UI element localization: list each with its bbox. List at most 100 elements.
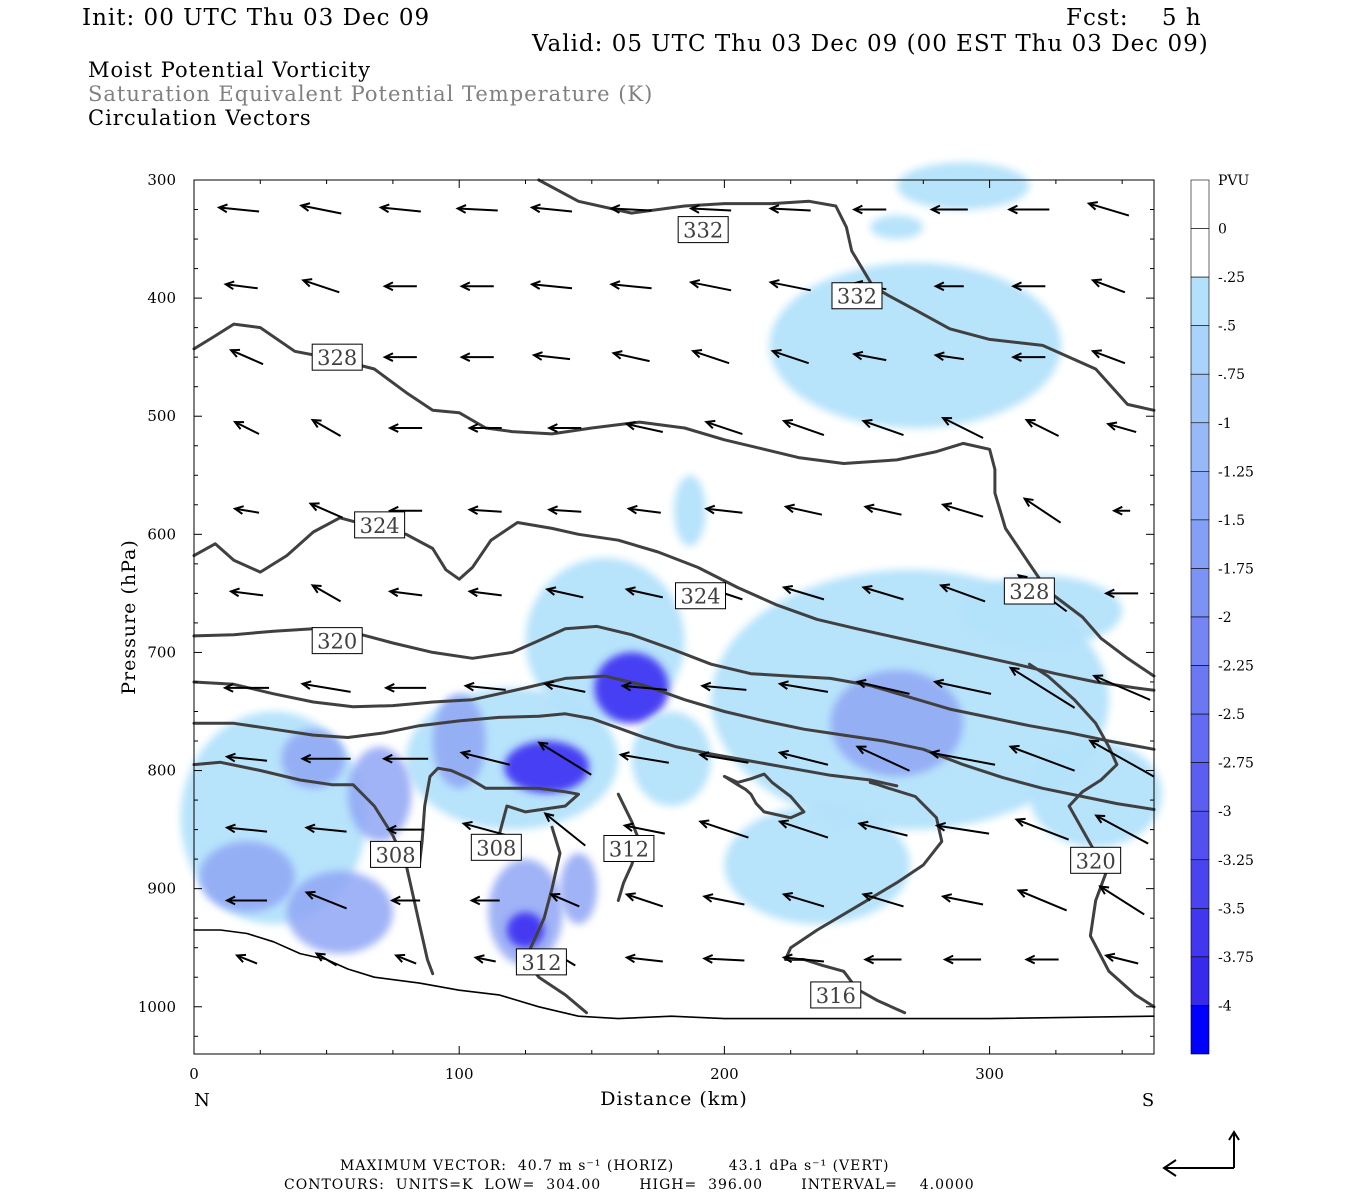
ground-surface-line: [193, 929, 1155, 1020]
vector-shaft: [783, 956, 825, 963]
circulation-vector: [1011, 352, 1046, 362]
circulation-vector: [932, 678, 992, 695]
vector-shaft: [1092, 279, 1126, 294]
vector-head: [783, 503, 795, 514]
circulation-vector: [543, 812, 586, 847]
contour-label: 308: [470, 833, 522, 861]
circulation-vector: [1022, 497, 1062, 524]
circulation-vector: [940, 893, 984, 906]
vector-head: [389, 895, 401, 906]
vector-head: [1011, 352, 1022, 362]
vector-head: [222, 683, 234, 693]
colorbar-box: [1190, 228, 1210, 278]
vector-shaft: [550, 893, 580, 908]
vector-shaft: [1089, 739, 1155, 778]
vector-shaft: [544, 812, 586, 847]
vector-head: [1008, 744, 1020, 754]
vector-shaft: [692, 350, 730, 365]
y-tick-label: 1000: [138, 998, 176, 1016]
vector-shaft: [854, 353, 887, 362]
circulation-vector: [855, 678, 910, 695]
theta-es-contour: [410, 766, 580, 867]
colorbar-label: -1.5: [1218, 513, 1245, 529]
vector-shaft: [691, 207, 732, 212]
circulation-vector: [387, 423, 423, 433]
vector-head: [777, 819, 789, 829]
contour-label-value: 312: [521, 951, 561, 975]
vector-head: [232, 505, 244, 515]
vector-head: [529, 280, 541, 290]
circulation-vector: [781, 953, 825, 964]
vector-head: [768, 204, 780, 214]
vector-shaft: [622, 684, 667, 691]
vector-shaft: [469, 508, 502, 513]
vector-shaft: [857, 745, 910, 772]
circulation-vector: [857, 820, 908, 837]
vector-shaft: [538, 741, 592, 776]
x-axis-label: Distance (km): [600, 1088, 748, 1110]
colorbar-label: -3: [1218, 804, 1232, 820]
colorbar-box: [1190, 956, 1210, 1006]
y-tick-label: 800: [147, 762, 176, 780]
vector-head: [626, 504, 638, 515]
contour-labels: 332 332 328 328 324 324 320 320 316 312 312 308 308: [311, 216, 1122, 1009]
vector-shaft: [779, 820, 829, 839]
vector-shaft: [234, 507, 260, 514]
circulation-vector: [1090, 278, 1126, 294]
vector-head: [1088, 739, 1100, 749]
mpv-region: [1029, 741, 1162, 848]
circulation-vector: [301, 278, 340, 294]
circulation-vector: [688, 279, 732, 292]
vector-head: [234, 953, 247, 963]
contour-label-box: [311, 343, 363, 371]
vector-head: [545, 586, 557, 596]
vector-head: [611, 350, 623, 360]
vector-head: [310, 418, 322, 429]
colorbar-label: -.5: [1218, 319, 1236, 335]
vector-head: [938, 583, 951, 593]
vector-shaft: [626, 588, 664, 599]
vector-head: [1098, 885, 1110, 895]
contour-label: 312: [603, 834, 655, 862]
vector-head: [543, 680, 555, 691]
circulation-vector: [624, 953, 663, 964]
vector-head: [1111, 505, 1123, 516]
contour-label-value: 328: [1009, 580, 1049, 604]
colorbar-box: [1190, 471, 1210, 521]
vector-shaft: [706, 421, 743, 435]
circulation-vector: [863, 954, 902, 965]
circulation-vector: [938, 583, 986, 603]
colorbar-label: -4: [1218, 998, 1232, 1014]
circulation-vector: [934, 822, 990, 835]
contour-label: 320: [1070, 846, 1122, 874]
mpv-region: [724, 805, 911, 925]
vector-head: [459, 749, 471, 760]
contour-label: 328: [1003, 577, 1055, 605]
vector-head: [1090, 349, 1102, 359]
vector-head: [934, 822, 946, 832]
vector-head: [385, 824, 397, 835]
theta-es-contour: [192, 712, 899, 788]
vector-head: [781, 953, 793, 964]
vector-shaft: [785, 505, 823, 516]
contour-label: 320: [311, 627, 363, 655]
title-vectors: Circulation Vectors: [88, 106, 312, 130]
vector-shaft: [1107, 423, 1137, 433]
vector-head: [1103, 952, 1116, 963]
vector-head: [301, 278, 313, 288]
vector-shaft: [545, 682, 586, 693]
vector-shaft: [624, 824, 666, 835]
vector-head: [224, 752, 236, 763]
theta-es-contour: [524, 825, 588, 1015]
vector-head: [546, 505, 558, 515]
vector-head: [704, 419, 716, 430]
vector-head: [394, 953, 406, 963]
contour-label: 316: [810, 981, 862, 1009]
colorbar-label: -1.75: [1218, 561, 1254, 577]
contour-label-box: [675, 582, 727, 610]
circulation-vector: [768, 204, 811, 214]
vector-shaft: [859, 822, 908, 837]
y-tick-label: 400: [147, 289, 176, 307]
contour-label-value: 324: [680, 585, 720, 609]
circulation-vector: [545, 586, 584, 599]
